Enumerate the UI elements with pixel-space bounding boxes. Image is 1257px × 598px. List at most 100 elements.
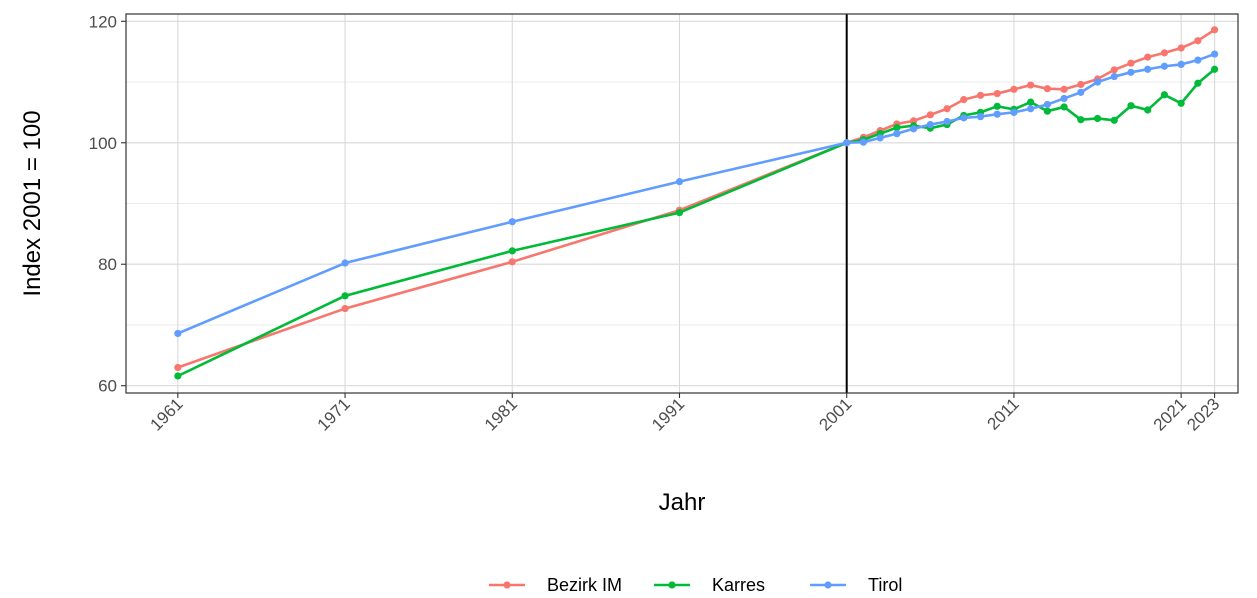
data-point-karres xyxy=(1127,102,1135,110)
data-point-karres xyxy=(1194,79,1202,87)
data-point-karres xyxy=(1093,114,1102,123)
data-point-bezirk-im xyxy=(1077,80,1085,89)
x-tick-label: 2001 xyxy=(815,394,855,434)
data-point-karres xyxy=(675,209,684,217)
series-bezirk-im xyxy=(174,26,1219,372)
data-point-karres xyxy=(1177,99,1185,107)
data-point-tirol xyxy=(859,138,868,146)
data-point-karres xyxy=(1077,116,1085,124)
series-line-karres xyxy=(177,68,1216,378)
x-tick-label: 1981 xyxy=(481,394,521,434)
data-point-bezirk-im xyxy=(926,111,934,119)
x-tick-label: 2023 xyxy=(1183,394,1223,434)
data-point-tirol xyxy=(1043,100,1051,109)
data-point-bezirk-im xyxy=(174,363,182,372)
data-point-tirol xyxy=(993,110,1001,118)
legend-item-karres: Karres xyxy=(654,575,765,595)
data-point-tirol xyxy=(1194,56,1202,64)
data-point-bezirk-im xyxy=(1043,85,1051,93)
legend: Bezirk IM Karres Tirol xyxy=(489,575,902,595)
y-tick-label: 60 xyxy=(98,377,117,396)
data-point-tirol xyxy=(909,125,918,133)
series-line-bezirk-im xyxy=(177,28,1216,369)
y-tick-label: 120 xyxy=(89,12,117,31)
series-tirol xyxy=(174,50,1219,338)
data-point-bezirk-im xyxy=(976,91,985,99)
data-point-bezirk-im xyxy=(1210,26,1219,34)
data-point-tirol xyxy=(174,329,182,338)
data-point-tirol xyxy=(1127,68,1135,76)
data-point-tirol xyxy=(1010,108,1018,116)
data-point-bezirk-im xyxy=(1010,85,1018,93)
data-point-tirol xyxy=(960,114,968,122)
data-point-bezirk-im xyxy=(508,258,516,266)
data-point-tirol xyxy=(1144,65,1152,73)
data-point-karres xyxy=(1027,98,1035,106)
x-tick-label: 2011 xyxy=(983,394,1022,433)
legend-label-bezirk-im: Bezirk IM xyxy=(547,575,622,595)
data-point-karres xyxy=(1210,65,1219,73)
data-point-karres xyxy=(1110,116,1118,124)
data-point-bezirk-im xyxy=(1177,44,1185,52)
legend-label-tirol: Tirol xyxy=(868,575,902,595)
data-point-karres xyxy=(1160,91,1169,99)
x-axis-title: Jahr xyxy=(659,489,706,516)
data-point-tirol xyxy=(926,120,934,129)
data-point-karres xyxy=(1043,107,1051,115)
data-point-tirol xyxy=(341,259,349,267)
legend-key-point xyxy=(503,581,511,589)
data-point-tirol xyxy=(943,117,951,126)
series-layer xyxy=(174,26,1219,380)
x-tick-label: 1971 xyxy=(314,394,354,434)
legend-key-point xyxy=(824,581,832,589)
axis-ticks: 60 80 100 120 1961 1971 1981 1991 2001 2011 202120… xyxy=(89,12,1224,434)
data-point-tirol xyxy=(843,139,851,147)
data-point-karres xyxy=(174,372,182,380)
data-point-tirol xyxy=(876,134,884,142)
data-point-bezirk-im xyxy=(1160,49,1169,57)
data-point-tirol xyxy=(1160,62,1169,70)
data-point-tirol xyxy=(1027,105,1035,113)
data-point-tirol xyxy=(893,130,901,138)
y-tick-label: 100 xyxy=(89,134,117,153)
panel-border xyxy=(125,13,1239,394)
data-point-bezirk-im xyxy=(1060,85,1068,93)
data-point-tirol xyxy=(1093,78,1102,86)
series-karres xyxy=(174,65,1219,380)
data-point-karres xyxy=(508,247,516,255)
data-point-tirol xyxy=(508,218,516,226)
legend-item-bezirk-im: Bezirk IM xyxy=(489,575,622,595)
y-axis-title: Index 2001 = 100 xyxy=(19,110,46,296)
data-point-tirol xyxy=(675,178,684,186)
data-point-bezirk-im xyxy=(1110,66,1118,74)
data-point-tirol xyxy=(1210,50,1219,58)
data-point-bezirk-im xyxy=(1144,53,1152,61)
data-point-karres xyxy=(893,123,901,132)
data-point-tirol xyxy=(1110,72,1118,81)
data-point-karres xyxy=(1144,106,1152,114)
data-point-bezirk-im xyxy=(943,105,951,113)
x-tick-label: 1961 xyxy=(146,394,186,434)
data-point-tirol xyxy=(1060,94,1068,103)
y-tick-label: 80 xyxy=(98,255,117,274)
legend-key-point xyxy=(668,581,676,589)
data-point-bezirk-im xyxy=(1027,81,1035,89)
legend-item-tirol: Tirol xyxy=(810,575,902,595)
grid xyxy=(126,14,1238,393)
legend-label-karres: Karres xyxy=(712,575,765,595)
x-tick-label: 1991 xyxy=(648,394,688,434)
data-point-tirol xyxy=(976,113,985,121)
data-point-bezirk-im xyxy=(341,304,349,313)
data-point-karres xyxy=(993,102,1001,110)
data-point-bezirk-im xyxy=(1127,59,1135,67)
data-point-tirol xyxy=(1177,60,1185,69)
series-line-tirol xyxy=(177,52,1216,335)
data-point-karres xyxy=(341,292,349,300)
data-point-bezirk-im xyxy=(1194,37,1202,45)
data-point-bezirk-im xyxy=(993,89,1001,98)
data-point-bezirk-im xyxy=(960,96,968,104)
data-point-tirol xyxy=(1077,88,1085,96)
data-point-karres xyxy=(1060,103,1068,111)
x-tick-label: 2021 xyxy=(1150,394,1190,434)
